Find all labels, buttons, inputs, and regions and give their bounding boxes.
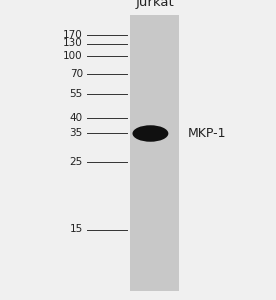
Text: 25: 25 [70,157,83,167]
Text: 55: 55 [70,88,83,99]
Text: 15: 15 [70,224,83,235]
Bar [130,15,179,291]
Text: Jurkat: Jurkat [135,0,174,9]
Text: 35: 35 [70,128,83,138]
Text: 100: 100 [63,50,83,61]
Text: 170: 170 [63,29,83,40]
Ellipse shape [132,125,168,142]
Text: 70: 70 [70,69,83,80]
Text: MKP-1: MKP-1 [188,127,226,140]
Text: 40: 40 [70,113,83,123]
Text: 130: 130 [63,38,83,49]
